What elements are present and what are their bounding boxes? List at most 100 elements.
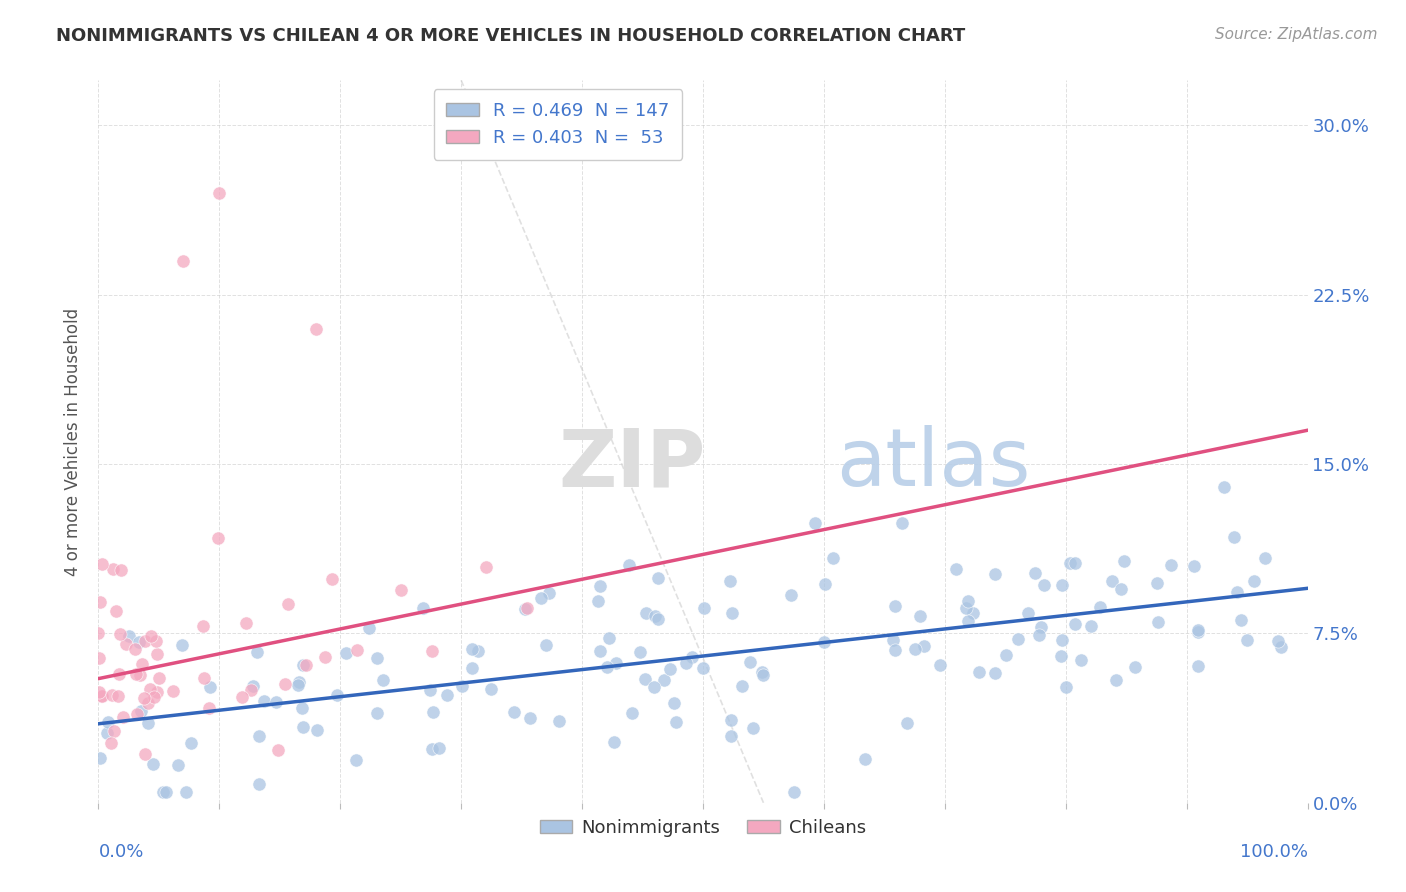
Point bbox=[884, 642, 907, 657]
Point bbox=[515, 602, 537, 616]
Point bbox=[929, 658, 952, 673]
Text: Source: ZipAtlas.com: Source: ZipAtlas.com bbox=[1215, 27, 1378, 42]
Point bbox=[412, 601, 434, 615]
Point bbox=[91, 557, 114, 571]
Point bbox=[89, 751, 111, 765]
Point bbox=[274, 677, 297, 691]
Point bbox=[738, 655, 761, 669]
Point bbox=[779, 588, 801, 602]
Point bbox=[1109, 582, 1132, 596]
Point bbox=[305, 723, 328, 737]
Point bbox=[110, 563, 132, 577]
Point bbox=[141, 629, 163, 643]
Text: 0.0%: 0.0% bbox=[98, 844, 143, 862]
Point bbox=[366, 651, 388, 665]
Point bbox=[391, 583, 413, 598]
Point bbox=[647, 571, 669, 585]
Point bbox=[249, 777, 271, 791]
Point bbox=[172, 253, 194, 268]
Point bbox=[235, 615, 257, 630]
Point bbox=[1213, 480, 1236, 494]
Point bbox=[718, 574, 741, 588]
Point bbox=[955, 601, 977, 615]
Point bbox=[167, 757, 190, 772]
Y-axis label: 4 or more Vehicles in Household: 4 or more Vehicles in Household bbox=[65, 308, 83, 575]
Point bbox=[1070, 653, 1092, 667]
Point bbox=[436, 688, 458, 702]
Point bbox=[97, 714, 120, 729]
Point bbox=[267, 743, 290, 757]
Point bbox=[1033, 577, 1056, 591]
Point bbox=[603, 735, 626, 749]
Point bbox=[1050, 578, 1073, 592]
Point bbox=[87, 651, 110, 665]
Point bbox=[96, 726, 118, 740]
Point bbox=[1024, 566, 1046, 580]
Point bbox=[125, 667, 148, 681]
Point bbox=[675, 657, 697, 671]
Point bbox=[1223, 529, 1246, 543]
Point bbox=[231, 690, 253, 705]
Point bbox=[114, 637, 136, 651]
Point bbox=[207, 531, 229, 545]
Point bbox=[145, 634, 167, 648]
Point bbox=[193, 619, 215, 633]
Point bbox=[479, 681, 502, 696]
Point bbox=[100, 736, 122, 750]
Point bbox=[1184, 559, 1206, 574]
Point bbox=[131, 657, 153, 671]
Point bbox=[198, 680, 221, 694]
Point bbox=[1146, 576, 1168, 591]
Point bbox=[1064, 617, 1087, 632]
Text: 100.0%: 100.0% bbox=[1240, 844, 1308, 862]
Point bbox=[359, 621, 381, 635]
Point bbox=[605, 656, 627, 670]
Text: atlas: atlas bbox=[837, 425, 1031, 503]
Point bbox=[131, 704, 153, 718]
Point bbox=[91, 689, 114, 703]
Point bbox=[1050, 633, 1073, 648]
Point bbox=[87, 625, 110, 640]
Point bbox=[240, 683, 263, 698]
Point bbox=[586, 594, 609, 608]
Point bbox=[117, 629, 139, 643]
Text: ZIP: ZIP bbox=[558, 425, 706, 503]
Point bbox=[128, 667, 150, 681]
Point bbox=[884, 599, 907, 613]
Point bbox=[1230, 613, 1253, 627]
Point bbox=[823, 550, 845, 565]
Point bbox=[172, 638, 194, 652]
Point bbox=[957, 594, 980, 608]
Point bbox=[128, 634, 150, 648]
Point bbox=[891, 516, 914, 530]
Point bbox=[652, 673, 675, 687]
Point bbox=[134, 634, 156, 648]
Point bbox=[962, 607, 984, 621]
Point bbox=[420, 644, 443, 658]
Point bbox=[1031, 620, 1053, 634]
Point bbox=[882, 632, 904, 647]
Point bbox=[1123, 660, 1146, 674]
Point bbox=[1270, 640, 1292, 654]
Point bbox=[103, 723, 125, 738]
Point bbox=[142, 690, 165, 705]
Point bbox=[984, 566, 1007, 581]
Point bbox=[266, 695, 288, 709]
Point bbox=[720, 713, 742, 727]
Point bbox=[291, 658, 314, 673]
Point bbox=[589, 579, 612, 593]
Point bbox=[912, 639, 935, 653]
Point bbox=[681, 650, 703, 665]
Point bbox=[665, 714, 688, 729]
Point bbox=[548, 714, 571, 728]
Point bbox=[595, 660, 617, 674]
Point bbox=[1147, 615, 1170, 629]
Point bbox=[346, 643, 368, 657]
Point bbox=[1050, 648, 1073, 663]
Point bbox=[634, 672, 657, 686]
Text: NONIMMIGRANTS VS CHILEAN 4 OR MORE VEHICLES IN HOUSEHOLD CORRELATION CHART: NONIMMIGRANTS VS CHILEAN 4 OR MORE VEHIC… bbox=[56, 27, 966, 45]
Point bbox=[598, 631, 620, 645]
Point bbox=[127, 706, 149, 721]
Point bbox=[751, 665, 773, 680]
Point bbox=[994, 648, 1017, 662]
